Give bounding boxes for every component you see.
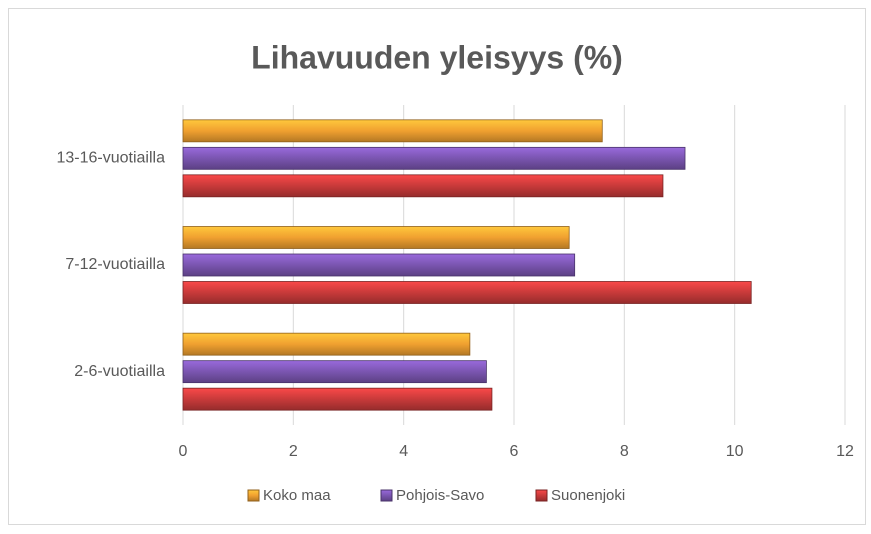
legend-label: Koko maa: [263, 487, 331, 504]
x-tick-label: 4: [399, 443, 408, 460]
x-tick-label: 6: [510, 443, 519, 460]
y-tick-label: 7-12-vuotiailla: [65, 256, 165, 273]
x-tick-label: 8: [620, 443, 629, 460]
bar: [182, 146, 686, 170]
bar: [182, 281, 752, 304]
legend-swatch: [247, 489, 260, 502]
bar: [182, 119, 603, 143]
bar: [182, 253, 576, 277]
x-tick-label: 10: [726, 443, 744, 460]
legend-swatch: [380, 489, 393, 502]
legend-label: Suonenjoki: [551, 487, 625, 504]
chart-title: Lihavuuden yleisyys (%): [251, 39, 623, 75]
bar: [182, 174, 664, 198]
bar: [182, 387, 493, 411]
legend-label: Pohjois-Savo: [396, 487, 484, 504]
bar: [182, 332, 471, 356]
legend-swatch: [535, 489, 548, 502]
bar: [182, 360, 487, 384]
y-tick-label: 13-16-vuotiailla: [56, 150, 165, 167]
bar: [182, 226, 570, 249]
x-tick-label: 2: [289, 443, 298, 460]
x-tick-label: 12: [836, 443, 854, 460]
y-tick-label: 2-6-vuotiailla: [74, 363, 165, 380]
x-tick-label: 0: [179, 443, 188, 460]
